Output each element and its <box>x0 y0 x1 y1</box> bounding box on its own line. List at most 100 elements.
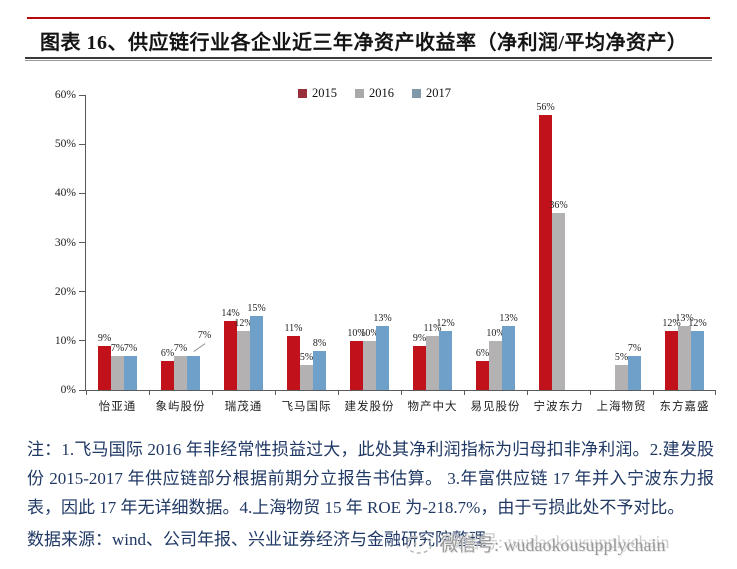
y-tick-label: 40% <box>54 187 76 200</box>
bar-2015-象屿股份 <box>161 360 174 390</box>
bar-2017-建发股份 <box>376 326 389 390</box>
bar-chart: 9% 7% 7% 6% 7% 7% 14% 12% 15% 11% 5% 8% 10% 10% 13% 9% 1… <box>55 89 716 413</box>
bar-slot: 6% <box>161 95 174 390</box>
bar-group-建发股份: 10% 10% 13% <box>338 95 401 395</box>
legend-label-2015: 2015 <box>312 86 337 100</box>
title-underline <box>25 57 712 59</box>
bar-value-label: 13% <box>373 313 392 325</box>
bar-value-label: 7% <box>197 329 212 341</box>
bar-value-label: 7% <box>110 342 125 354</box>
bar-2015-怡亚通 <box>98 345 111 390</box>
bar-slot: 6% <box>476 95 489 390</box>
bar-slot: 9% <box>413 95 426 390</box>
data-source-text: 数据来源：wind、公司年报、兴业证券经济与金融研究院整理 <box>27 529 486 549</box>
bar-value-label: 11% <box>284 322 303 334</box>
watermark-text-wrap: 微信号: wudaokousupplychain 微信号: wudaokousu… <box>440 531 669 557</box>
bar-slot <box>565 95 578 390</box>
bar-value-label: 14% <box>221 308 240 320</box>
bar-slot: 7% <box>187 95 211 390</box>
bar-slot: 15% <box>247 95 266 390</box>
bar-group-瑞茂通: 14% 12% 15% <box>212 95 275 395</box>
chart-title: 图表 16、供应链行业各企业近三年净资产收益率（净利润/平均净资产） <box>40 32 688 54</box>
bar-slot: 56% <box>536 95 555 390</box>
bar-group-物产中大: 9% 11% 12% <box>401 95 464 395</box>
y-tick <box>79 242 86 243</box>
bar-value-label: 15% <box>247 303 266 315</box>
y-tick <box>79 389 86 391</box>
bar-value-label: 12% <box>662 318 681 329</box>
x-category-label: 宁波东力 <box>533 401 584 413</box>
watermark-text: 微信号: wudaokousupplychain <box>440 535 666 555</box>
bar-value-label: 56% <box>536 101 555 113</box>
bar-2017-瑞茂通 <box>250 316 263 390</box>
y-tick-label: 10% <box>54 334 76 347</box>
footnotes: 注：1.飞马国际 2016 年非经常性损益过大，此处其净利润指标为归母扣非净利润… <box>27 436 714 553</box>
bar-2015-易见股份 <box>476 360 489 390</box>
bar-slot: 7% <box>174 95 187 390</box>
bar-slot: 9% <box>98 95 111 390</box>
watermark: 微信号: wudaokousupplychain 微信号: wudaokousu… <box>404 531 669 557</box>
bar-value-label: 10% <box>360 327 379 339</box>
bar-value-label: 7% <box>627 342 642 354</box>
bar-2016-宁波东力 <box>552 213 565 390</box>
callout-leader-line <box>193 342 206 352</box>
y-tick <box>79 291 86 293</box>
y-tick-label: 0% <box>60 384 76 397</box>
bar-2016-易见股份 <box>489 340 502 390</box>
bar-slot: 7% <box>111 95 124 390</box>
y-tick <box>79 340 86 342</box>
y-tick-label: 60% <box>54 89 76 102</box>
x-category-label: 东方嘉盛 <box>659 401 710 413</box>
bar-slot: 11% <box>423 95 442 390</box>
y-tick <box>79 143 86 145</box>
plot-area: 9% 7% 7% 6% 7% 7% 14% 12% 15% 11% 5% 8% 10% 10% 13% 9% 1… <box>86 95 716 395</box>
bar-group-上海物贸: 5% 7% <box>590 95 653 395</box>
bar-value-label: 5% <box>299 352 314 364</box>
bar-2015-东方嘉盛 <box>665 331 678 390</box>
legend-swatch-2016 <box>355 89 364 98</box>
bar-2016-物产中大 <box>426 335 439 390</box>
x-category-label: 怡亚通 <box>98 401 137 413</box>
bar-2017-物产中大 <box>439 331 452 390</box>
bar-2017-飞马国际 <box>313 350 326 390</box>
y-tick <box>79 94 86 96</box>
bar-slot: 10% <box>347 95 366 390</box>
bar-2015-建发股份 <box>350 340 363 390</box>
title-underline-thin <box>25 60 712 61</box>
bar-2016-瑞茂通 <box>237 331 250 390</box>
y-tick-label: 50% <box>54 138 76 151</box>
bar-2016-东方嘉盛 <box>678 326 691 390</box>
bar-slot: 14% <box>221 95 240 390</box>
bar-slot: 12% <box>436 95 455 390</box>
bar-2016-怡亚通 <box>111 355 124 390</box>
y-tick-label: 20% <box>54 285 76 298</box>
x-category-label: 象屿股份 <box>155 401 206 413</box>
bar-value-label: 10% <box>347 327 366 339</box>
bar-2016-飞马国际 <box>300 365 313 390</box>
bar-value-label: 13% <box>675 313 694 325</box>
bar-2017-东方嘉盛 <box>691 331 704 390</box>
legend-label-2017: 2017 <box>426 86 451 100</box>
x-category-label: 易见股份 <box>470 401 521 413</box>
bar-group-东方嘉盛: 12% 13% 12% <box>653 95 716 395</box>
bar-slot: 12% <box>662 95 681 390</box>
x-category-label: 建发股份 <box>344 401 395 413</box>
x-category-label: 物产中大 <box>407 401 458 413</box>
bar-2017-象屿股份 <box>187 355 200 390</box>
bar-value-label: 7% <box>123 342 138 354</box>
bar-slot: 5% <box>300 95 313 390</box>
bar-2016-象屿股份 <box>174 355 187 390</box>
bar-2017-易见股份 <box>502 326 515 390</box>
bar-group-象屿股份: 6% 7% 7% <box>149 95 212 395</box>
note-text: 注：1.飞马国际 2016 年非经常性损益过大，此处其净利润指标为归母扣非净利润… <box>27 440 714 517</box>
bar-2016-建发股份 <box>363 340 376 390</box>
bar-value-label: 9% <box>412 332 427 344</box>
top-red-rule <box>27 17 710 19</box>
bar-value-label: 11% <box>423 322 442 334</box>
legend-swatch-2015 <box>298 89 307 98</box>
y-tick-label: 30% <box>54 236 76 249</box>
bar-slot: 5% <box>615 95 628 390</box>
bar-group-易见股份: 6% 10% 13% <box>464 95 527 395</box>
bar-value-label: 5% <box>614 352 629 364</box>
legend-label-2016: 2016 <box>369 86 394 100</box>
